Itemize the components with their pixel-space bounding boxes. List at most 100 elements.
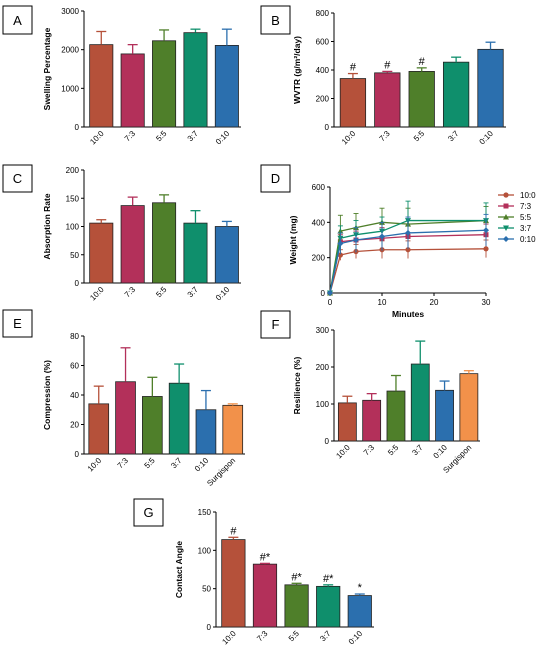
bar-5-5 [142,396,163,455]
x-tick-label: 20 [430,298,439,307]
x-tick-label: 3:7 [446,129,461,144]
y-tick-label: 600 [312,183,326,192]
x-tick-label: 7:3 [123,129,138,144]
bar-10-0 [89,44,114,128]
bar-7-3 [115,381,136,455]
legend-label: 3:7 [520,224,532,233]
y-tick-label: 50 [202,585,211,594]
data-point [337,240,344,247]
y-tick-label: 60 [70,362,79,371]
bar-5-5 [386,390,406,442]
bar-0-10 [214,45,239,128]
data-point [503,225,509,231]
x-tick-label: 7:3 [362,443,377,458]
bar-5-5 [152,202,177,284]
panel-a-label: A [2,5,33,35]
y-tick-label: 200 [316,95,330,104]
chart-A: 0 1000 2000 3000 Swelling Percentage 10:0 7:3 5… [42,7,241,146]
bar-0-10 [214,226,239,284]
bar-3-7 [183,32,208,128]
x-tick-label: 7:3 [255,629,270,644]
bar-10-0 [221,539,246,628]
x-tick-label: 0 [328,298,333,307]
data-point [483,246,489,252]
bar-3-7 [316,585,341,628]
y-tick-label: 400 [316,66,330,75]
legend-label: 10:0 [520,191,536,200]
y-tick-label: 20 [70,421,79,430]
bar-3-7 [183,222,208,284]
x-tick-label: 5:5 [412,129,427,144]
significance-marker: # [419,56,426,68]
series-line [329,248,487,294]
y-tick-label: 100 [198,546,212,555]
x-tick-label: 10:0 [88,285,106,303]
y-axis-title: WVTR (g/m²/day) [292,36,302,104]
x-tick-label: 10:0 [334,443,352,461]
x-tick-label: 3:7 [186,285,201,300]
x-tick-label: 10:0 [88,129,106,147]
data-point [405,247,411,253]
bar-7-3 [362,399,382,442]
y-tick-label: 1000 [61,84,79,93]
y-tick-label: 100 [66,223,80,232]
y-tick-label: 3000 [61,7,79,16]
x-tick-label: 3:7 [410,443,425,458]
y-tick-label: 80 [70,332,79,341]
y-tick-label: 0 [75,279,80,288]
bar-10-0 [339,78,367,128]
legend-label: 5:5 [520,213,532,222]
x-tick-label: 0:10 [478,129,496,147]
bar-0-10 [347,595,372,628]
x-tick-label: 7:3 [123,285,138,300]
legend-label: 7:3 [520,202,532,211]
data-point [503,236,509,242]
x-tick-label: 0:10 [432,443,450,461]
series-0-10 [327,213,489,296]
bar-Surgispon [459,373,479,442]
panel-d-label: D [260,164,291,193]
y-tick-label: 200 [312,254,326,263]
bar-3-7 [168,382,190,455]
svg-text:F: F [272,317,280,332]
panel-e-label: E [2,309,33,338]
y-axis-title: Absorption Rate [42,193,52,259]
x-tick-label: 5:5 [154,285,169,300]
x-tick-label: 5:5 [287,629,302,644]
x-tick-label: 10 [378,298,387,307]
x-tick-label: 0:10 [214,129,232,147]
svg-text:E: E [13,316,22,331]
data-point [379,233,385,240]
y-tick-label: 600 [316,38,330,47]
x-tick-label: 10:0 [86,456,104,474]
y-tick-label: 0 [325,123,330,132]
svg-text:A: A [13,13,22,28]
svg-text:B: B [271,13,280,28]
series-line [329,229,487,294]
y-tick-label: 0 [75,123,80,132]
significance-marker: # [230,525,237,537]
y-tick-label: 200 [316,363,330,372]
panel-g-label: G [133,498,164,527]
legend: 10:0 7:3 5:5 3:7 0:10 [498,191,536,244]
bar-7-3 [252,563,278,628]
x-tick-label: 5:5 [143,456,158,471]
bar-7-3 [374,72,401,128]
bar-7-3 [120,205,145,284]
svg-text:C: C [13,171,22,186]
svg-text:G: G [143,505,153,520]
y-axis-title: Contact Angle [174,541,184,599]
y-tick-label: 400 [312,218,326,227]
significance-marker: * [358,582,363,594]
data-point [483,227,489,234]
bar-7-3 [120,53,145,128]
svg-text:D: D [271,171,280,186]
y-axis-title: Resilience (%) [292,357,302,415]
y-tick-label: 40 [70,391,79,400]
y-tick-label: 50 [70,251,79,260]
bar-3-7 [410,363,430,442]
series-line [329,219,487,294]
y-tick-label: 100 [316,400,330,409]
significance-marker: #* [291,571,302,583]
